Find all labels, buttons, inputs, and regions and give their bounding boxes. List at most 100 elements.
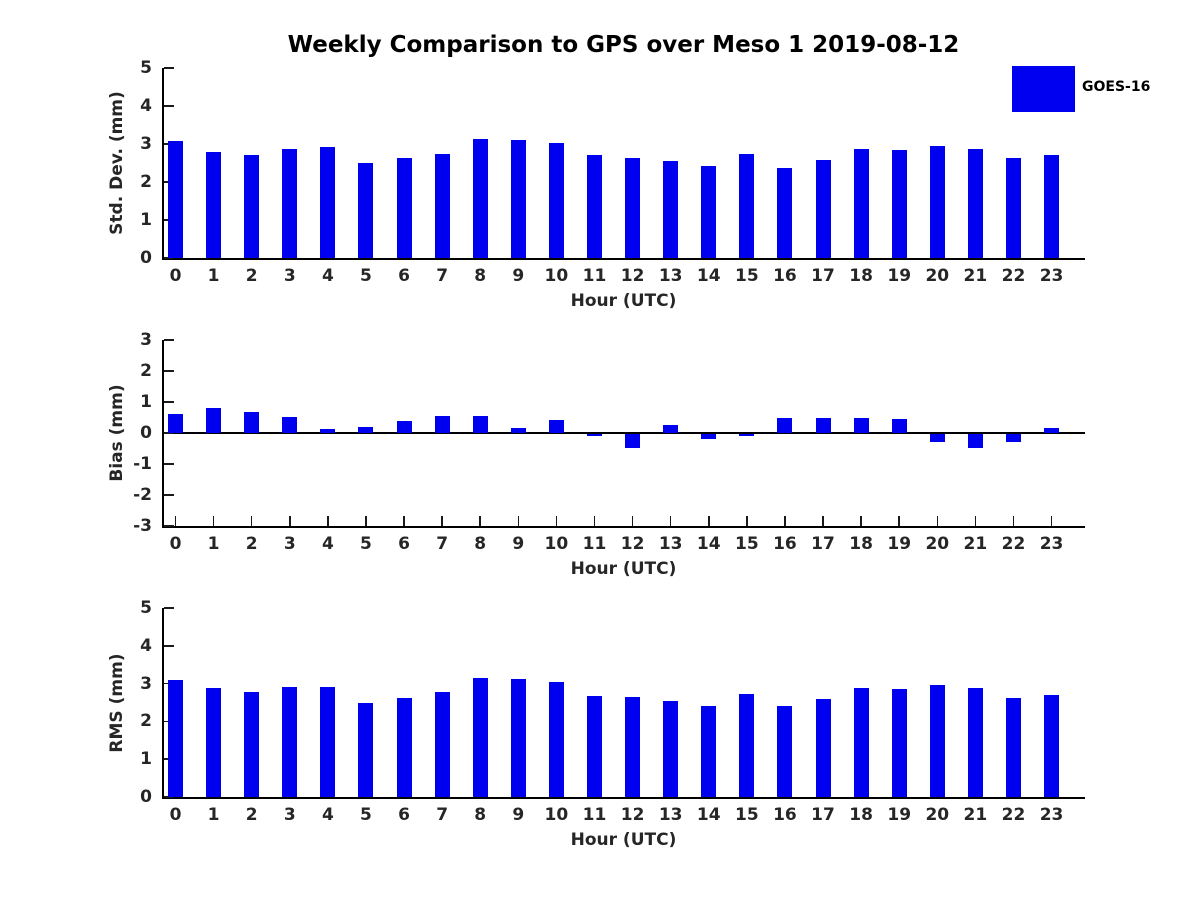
x-tick-label: 11 (582, 266, 607, 286)
x-tick-label: 7 (436, 805, 449, 825)
x-tick-mark (784, 516, 786, 526)
x-tick-label: 23 (1039, 534, 1064, 554)
x-tick-label: 17 (811, 534, 835, 554)
y-tick-label: 5 (140, 58, 152, 78)
bar-hour-18 (853, 148, 869, 258)
bar-hour-4 (320, 687, 336, 797)
bar-hour-2 (244, 412, 260, 433)
x-tick-label: 4 (321, 805, 334, 825)
x-tick-label: 14 (696, 534, 721, 554)
x-tick-label: 20 (925, 805, 950, 825)
bar-hour-16 (777, 706, 793, 797)
y-tick-mark (163, 463, 174, 465)
y-tick-mark (163, 67, 174, 69)
x-tick-label: 9 (512, 534, 525, 554)
x-tick-label: 11 (582, 534, 607, 554)
x-tick-mark (898, 516, 900, 526)
bar-hour-8 (472, 138, 488, 258)
x-tick-label: 12 (620, 805, 645, 825)
bar-hour-17 (815, 698, 831, 797)
y-tick-label: 3 (140, 673, 152, 694)
bar-hour-23 (1044, 695, 1060, 797)
bar-hour-22 (1005, 697, 1021, 797)
y-tick-mark (163, 105, 174, 107)
bar-hour-15 (739, 433, 755, 437)
bar-hour-13 (663, 701, 679, 797)
x-tick-label: 5 (360, 266, 372, 286)
x-tick-label: 2 (245, 266, 258, 286)
x-tick-label: 9 (512, 266, 525, 286)
x-axis-spine (162, 258, 1085, 260)
legend-swatch (1012, 66, 1075, 112)
x-tick-label: 21 (963, 534, 988, 554)
y-axis-spine (162, 68, 164, 260)
y-tick-mark (163, 525, 174, 527)
bar-hour-10 (548, 419, 564, 433)
x-tick-label: 22 (1001, 266, 1026, 286)
bar-hour-12 (625, 158, 641, 258)
bar-hour-6 (396, 421, 412, 433)
bar-hour-3 (282, 687, 298, 797)
x-tick-mark (517, 516, 520, 526)
x-axis-spine (162, 526, 1085, 528)
bar-hour-14 (701, 706, 717, 797)
bar-hour-15 (739, 693, 755, 797)
x-tick-label: 15 (735, 266, 759, 286)
x-tick-label: 6 (398, 266, 410, 286)
x-tick-mark (860, 516, 862, 526)
y-tick-mark (163, 494, 174, 496)
bar-hour-16 (777, 167, 793, 258)
bar-hour-15 (739, 153, 755, 258)
x-tick-label: 8 (474, 534, 487, 554)
y-tick-label: 0 (140, 248, 152, 268)
x-tick-label: 17 (811, 266, 835, 286)
y-tick-mark (163, 257, 174, 259)
x-tick-label: 6 (398, 534, 410, 554)
bar-hour-17 (815, 159, 831, 258)
x-tick-mark (289, 516, 291, 526)
legend: GOES-16 (1012, 66, 1197, 112)
bar-hour-13 (663, 161, 679, 258)
x-tick-label: 7 (436, 534, 449, 554)
x-tick-mark (212, 516, 215, 526)
x-tick-mark (593, 516, 596, 526)
x-tick-label: 21 (963, 266, 988, 286)
bar-hour-10 (548, 682, 564, 797)
y-tick-label: 1 (140, 210, 152, 230)
x-tick-mark (250, 516, 253, 526)
y-tick-label: 3 (140, 134, 152, 154)
bar-hour-10 (548, 143, 564, 258)
y-tick-mark (163, 645, 174, 647)
bar-hour-1 (206, 688, 222, 797)
x-tick-label: 10 (544, 266, 569, 286)
y-tick-label: 2 (140, 711, 152, 732)
x-tick-mark (174, 516, 177, 526)
x-tick-label: 9 (512, 805, 525, 825)
bar-hour-1 (206, 407, 222, 433)
bar-hour-2 (244, 155, 260, 258)
bar-hour-20 (929, 685, 945, 797)
x-tick-label: 19 (887, 534, 912, 554)
bar-hour-9 (510, 679, 526, 797)
x-tick-label: 20 (925, 534, 950, 554)
x-tick-label: 18 (849, 534, 873, 554)
bar-hour-7 (434, 692, 450, 797)
x-tick-label: 16 (773, 534, 797, 554)
zero-line (162, 432, 1085, 434)
x-tick-label: 22 (1001, 534, 1026, 554)
x-tick-label: 21 (963, 805, 988, 825)
bar-hour-6 (396, 697, 412, 797)
x-tick-mark (1050, 516, 1053, 526)
x-tick-mark (327, 516, 329, 526)
x-tick-label: 15 (735, 534, 759, 554)
bar-hour-5 (358, 702, 374, 797)
y-tick-label: 1 (140, 392, 152, 412)
bar-hour-5 (358, 163, 374, 258)
x-tick-label: 2 (245, 534, 258, 554)
x-tick-mark (365, 516, 367, 526)
bar-hour-18 (853, 687, 869, 797)
x-tick-label: 0 (169, 805, 182, 825)
bar-hour-2 (244, 692, 260, 797)
